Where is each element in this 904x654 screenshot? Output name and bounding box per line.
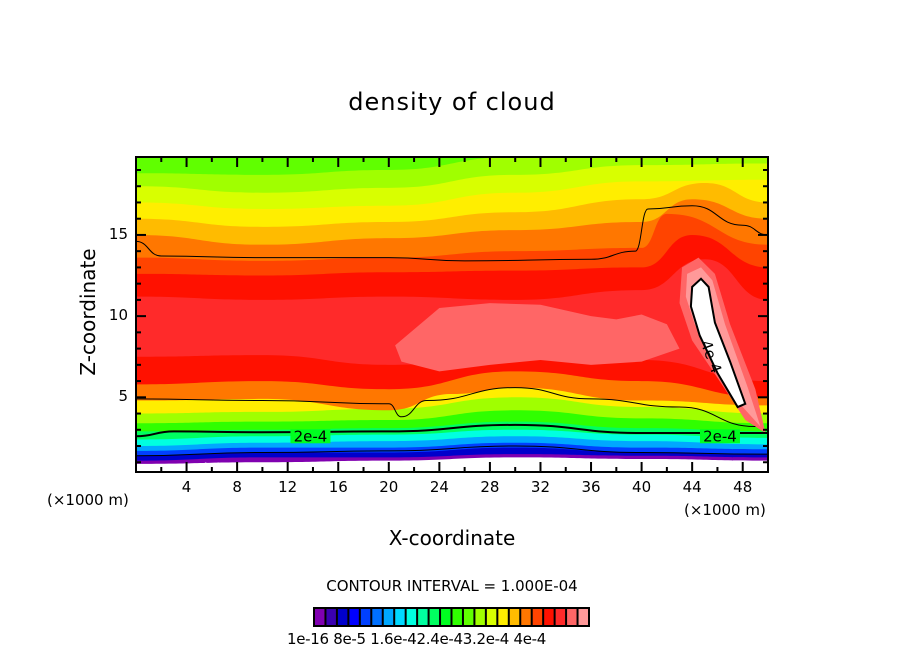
x-tick-label: 20 <box>379 478 399 496</box>
contour-line-low <box>136 445 768 457</box>
colorbar-swatch <box>418 609 428 625</box>
contour-line-2e-4 <box>136 423 768 438</box>
colorbar-swatch <box>337 609 348 625</box>
core-high-density-region <box>395 303 680 372</box>
x-tick-label: 44 <box>682 478 702 496</box>
contour-lines: 2e-4 2e-44e-4 <box>136 205 768 457</box>
colorbar-tick-label: 1e-16 <box>287 630 334 648</box>
colorbar-swatch <box>475 609 485 625</box>
colorbar-swatch <box>498 609 508 625</box>
colorbar-swatch <box>532 609 543 625</box>
colorbar-tick-label: 2.4e-4 <box>416 630 464 648</box>
y-tick-label: 10 <box>108 306 128 325</box>
y-tick-label: 15 <box>108 224 128 243</box>
no-cloud-floor <box>136 462 768 472</box>
plot-border <box>135 156 769 473</box>
colorbar-swatch <box>406 609 417 625</box>
colorbar-swatch <box>509 609 520 625</box>
x-tick-label: 24 <box>429 478 449 496</box>
colorbar-swatch <box>521 609 531 625</box>
colorbar-swatch <box>567 609 577 625</box>
contour-label: 2e-4 <box>703 427 737 445</box>
contour-line-1e-4-lower <box>136 387 756 428</box>
colorbar-swatch <box>349 609 359 625</box>
x-axis-label: X-coordinate <box>388 526 516 550</box>
colorbar-swatch <box>360 609 371 625</box>
colorbar-swatch <box>578 609 588 625</box>
plot-frame <box>135 156 769 473</box>
colorbar-swatch <box>395 609 405 625</box>
contour-label-background <box>290 429 331 444</box>
contour-label-background <box>699 429 740 444</box>
contour-band <box>136 157 768 175</box>
colorbar-swatch <box>555 609 566 625</box>
colorbar-swatch <box>441 609 451 625</box>
colorbar <box>313 607 590 627</box>
contour-line-1e-4-upper <box>136 205 768 262</box>
x-tick-label: 12 <box>278 478 298 496</box>
colorbar-labels: 1e-16 8e-5 1.6e-42.4e-43.2e-4 4e-4 <box>287 630 546 648</box>
colorbar-tick-label: 3.2e-4 <box>462 630 514 648</box>
chart-title: density of cloud <box>348 88 556 116</box>
colorbar-border <box>313 607 590 627</box>
colorbar-swatch <box>326 609 336 625</box>
colorbar-tick-label: 4e-4 <box>513 630 546 648</box>
x-tick-label: 40 <box>632 478 652 496</box>
x-tick-label: 4 <box>181 478 192 496</box>
x-tick-label: 36 <box>581 478 601 496</box>
contour-interval-label: CONTOUR INTERVAL = 1.000E-04 <box>326 577 578 595</box>
colorbar-tick-label: 1.6e-4 <box>370 630 417 648</box>
x-tick-label: 32 <box>530 478 551 496</box>
y-axis-label: Z-coordinate <box>76 248 100 376</box>
colorbar-swatch <box>315 609 325 625</box>
x-tick-label: 16 <box>328 478 348 496</box>
x-unit-label-left: (×1000 m) <box>47 491 129 509</box>
colorbar-swatch <box>372 609 382 625</box>
colorbar-swatch <box>544 609 554 625</box>
x-unit-label-right: (×1000 m) <box>684 501 766 519</box>
colorbar-swatch <box>429 609 440 625</box>
y-tick-label: 5 <box>118 387 128 406</box>
x-tick-label: 8 <box>232 478 242 496</box>
contour-4e-4-region <box>689 277 747 409</box>
colorbar-tick-label: 8e-5 <box>333 630 371 648</box>
contour-fill-field <box>136 157 768 472</box>
colorbar-swatch <box>486 609 497 625</box>
colorbar-swatch <box>383 609 394 625</box>
contour-label: 2e-4 <box>294 427 328 445</box>
colorbar-swatch <box>452 609 462 625</box>
x-tick-label: 28 <box>480 478 500 496</box>
colorbar-swatch <box>463 609 474 625</box>
x-tick-label: 48 <box>733 478 753 496</box>
